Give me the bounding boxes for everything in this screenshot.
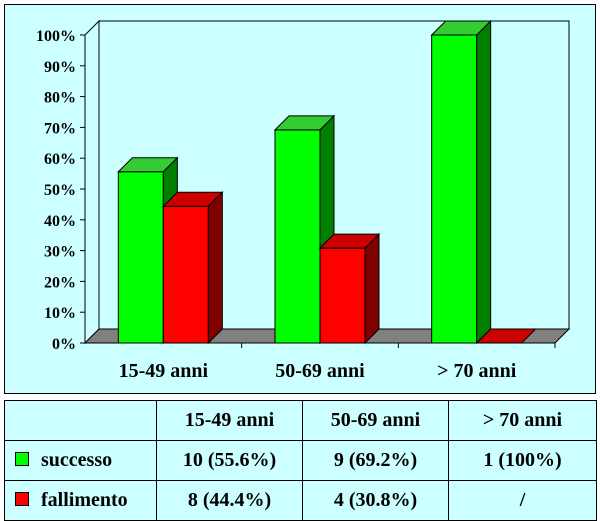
y-tick-label: 0% (52, 336, 76, 353)
y-tick-label: 80% (44, 90, 76, 107)
table-cell: 1 (100%) (448, 440, 597, 481)
chart-panel: 0% 10% 20% 30% 40% 50% 60% 70% 80% 90% 100% 15-49 a… (4, 4, 596, 394)
bar-side-fallimento (207, 191, 223, 345)
row-label-fallimento: fallimento (4, 480, 157, 521)
plot-side-wall (84, 19, 100, 345)
bar-top-successo (117, 157, 179, 173)
y-tick-label: 60% (44, 151, 76, 168)
bar-successo (274, 129, 321, 344)
fallimento-legend-swatch (15, 492, 29, 507)
table-header-cell: > 70 anni (448, 400, 597, 441)
bar-chart: 0% 10% 20% 30% 40% 50% 60% 70% 80% 90% 100% 15-49 a… (36, 19, 571, 382)
bar-fallimento (319, 247, 366, 344)
bar-top-fallimento (162, 191, 224, 207)
bar-top-fallimento (318, 233, 381, 249)
table-cell: 4 (30.8%) (302, 480, 449, 521)
data-table: 15-49 anni 50-69 anni > 70 anni successo… (4, 400, 597, 521)
y-tick-label: 20% (44, 274, 76, 291)
row-label-text: successo (41, 449, 113, 471)
table-cell: 9 (69.2%) (302, 440, 449, 481)
successo-legend-swatch (15, 452, 29, 467)
bar-successo (117, 171, 164, 344)
table-header-cell: 15-49 anni (156, 400, 303, 441)
table-corner (4, 400, 157, 441)
y-tick-label: 10% (44, 305, 76, 322)
table-cell: 10 (55.6%) (156, 440, 303, 481)
x-tick-label: > 70 anni (437, 360, 517, 382)
bar-fallimento (162, 205, 209, 344)
bar-top-successo (273, 115, 336, 131)
table-header-cell: 50-69 anni (302, 400, 449, 441)
bar-side-fallimento (364, 232, 380, 345)
table-row-fallimento: fallimento 8 (44.4%) 4 (30.8%) / (4, 480, 597, 521)
y-tick-label: 50% (44, 182, 76, 199)
y-tick-label: 100% (36, 28, 76, 45)
row-label-text: fallimento (41, 489, 128, 511)
table-header-row: 15-49 anni 50-69 anni > 70 anni (4, 400, 597, 441)
row-label-successo: successo (4, 440, 157, 481)
table-row-successo: successo 10 (55.6%) 9 (69.2%) 1 (100%) (4, 440, 597, 481)
table-cell: 8 (44.4%) (156, 480, 303, 521)
y-tick-label: 70% (44, 120, 76, 137)
bar-side-successo (476, 19, 492, 345)
y-tick-label: 30% (44, 244, 76, 261)
bar-top-successo (430, 20, 492, 36)
table-cell: / (448, 480, 597, 521)
y-tick-label: 90% (44, 59, 76, 76)
y-tick-label: 40% (44, 213, 76, 230)
bar-top-fallimento (475, 328, 537, 344)
x-tick-label: 15-49 anni (119, 360, 209, 382)
x-tick-label: 50-69 anni (275, 360, 365, 382)
bar-successo (431, 34, 478, 344)
